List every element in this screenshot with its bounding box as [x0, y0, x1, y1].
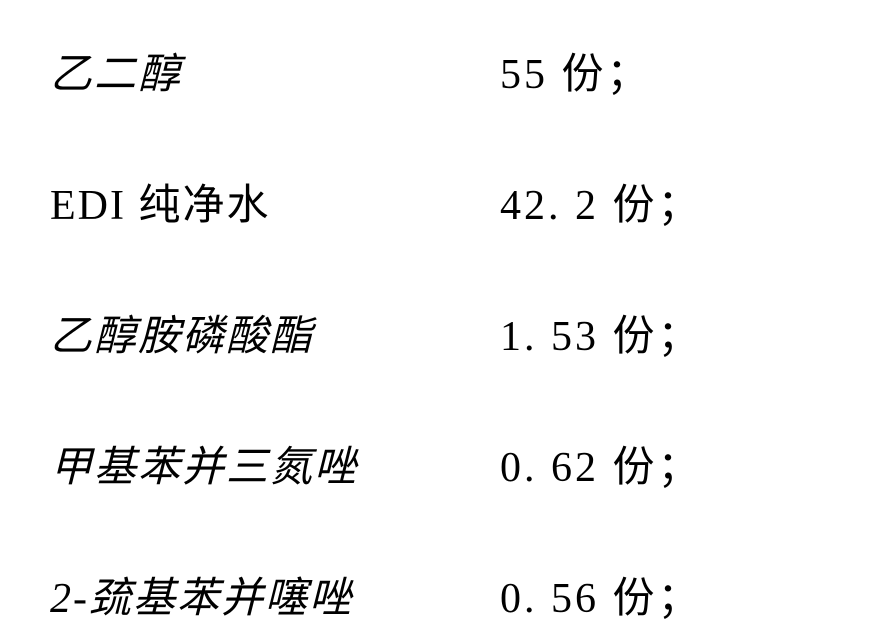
ingredient-value: 1. 53 份； [500, 302, 703, 363]
ingredient-row-1: EDI 纯净水 42. 2 份； [50, 171, 843, 232]
ingredient-value: 42. 2 份； [500, 171, 703, 232]
ingredient-row-2: 乙醇胺磷酸酯 1. 53 份； [50, 302, 843, 363]
ingredient-row-4: 2-巯基苯并噻唑 0. 56 份； [50, 564, 843, 625]
ingredient-value: 55 份； [500, 40, 652, 101]
ingredient-label: 甲基苯并三氮唑 [50, 433, 500, 494]
ingredient-label: 乙二醇 [50, 40, 500, 101]
ingredient-label: 乙醇胺磷酸酯 [50, 302, 500, 363]
ingredient-value: 0. 56 份； [500, 564, 703, 625]
ingredient-row-3: 甲基苯并三氮唑 0. 62 份； [50, 433, 843, 494]
ingredient-row-0: 乙二醇 55 份； [50, 40, 843, 101]
ingredient-label: 2-巯基苯并噻唑 [50, 564, 500, 625]
ingredient-label: EDI 纯净水 [50, 171, 500, 232]
ingredient-value: 0. 62 份； [500, 433, 703, 494]
